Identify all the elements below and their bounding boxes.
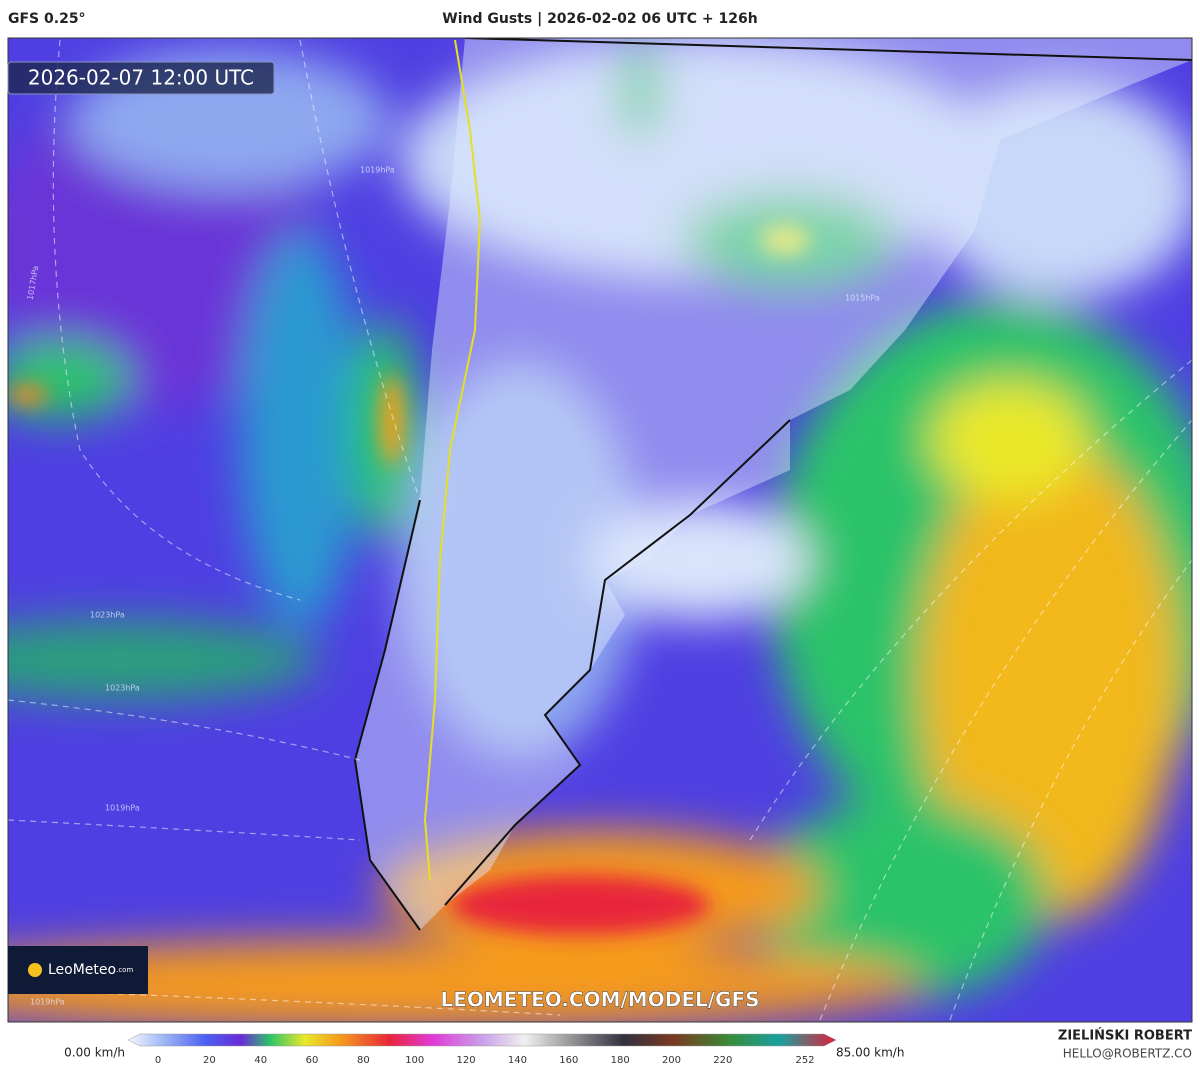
isobar-label: 1019hPa xyxy=(30,998,65,1007)
author-email: HELLO@ROBERTZ.CO xyxy=(1063,1047,1192,1061)
colorbar-tick-label: 20 xyxy=(203,1055,216,1066)
colorbar-tick-label: 252 xyxy=(795,1055,814,1066)
colorbar-tick-label: 160 xyxy=(559,1055,578,1066)
author-name: ZIELIŃSKI ROBERT xyxy=(1058,1028,1192,1044)
isobar-label: 1015hPa xyxy=(845,294,880,303)
colorbar-tick-label: 180 xyxy=(611,1055,630,1066)
colorbar-max-label: 85.00 km/h xyxy=(836,1046,904,1060)
colorbar-tick-label: 120 xyxy=(457,1055,476,1066)
isobar-label: 1023hPa xyxy=(90,611,125,620)
colorbar-tick-label: 80 xyxy=(357,1055,370,1066)
colorbar-tick-label: 60 xyxy=(306,1055,319,1066)
colorbar-min-label: 0.00 km/h xyxy=(64,1046,125,1060)
colorbar-ticks: 0 20 40 60 80 100 120 140 160 180 200 220 252 xyxy=(155,1055,815,1066)
source-url: LEOMETEO.COM/MODEL/GFS xyxy=(440,988,759,1012)
logo-name: LeoMeteo.com xyxy=(48,962,133,978)
colorbar-tick-label: 140 xyxy=(508,1055,527,1066)
colorbar-tick-label: 100 xyxy=(405,1055,424,1066)
colorbar-tick-label: 200 xyxy=(662,1055,681,1066)
colorbar-tick-label: 0 xyxy=(155,1055,161,1066)
map-title: Wind Gusts | 2026-02-02 06 UTC + 126h xyxy=(442,11,757,27)
colorbar-tick-label: 220 xyxy=(713,1055,732,1066)
valid-time-box xyxy=(7,61,275,95)
map-field: 1017hPa 1019hPa 1023hPa 1023hPa 1019hPa … xyxy=(8,38,1192,1022)
isobar-label: 1019hPa xyxy=(105,804,140,813)
isobar-label: 1023hPa xyxy=(105,684,140,693)
model-name: GFS 0.25° xyxy=(8,11,86,27)
colorbar-tick-label: 40 xyxy=(254,1055,267,1066)
colorbar xyxy=(127,1033,837,1047)
map-frame xyxy=(7,37,1193,1023)
isobar-label: 1019hPa xyxy=(360,166,395,175)
valid-time: 2026-02-07 12:00 UTC xyxy=(28,66,254,90)
logo-sun xyxy=(28,963,42,977)
